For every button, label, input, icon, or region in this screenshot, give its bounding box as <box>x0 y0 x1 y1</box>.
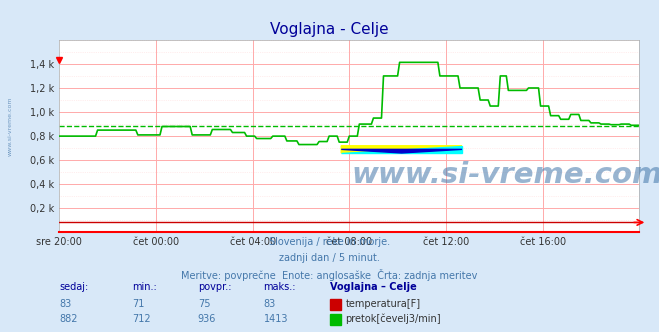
Text: 712: 712 <box>132 314 150 324</box>
Text: Slovenija / reke in morje.: Slovenija / reke in morje. <box>269 237 390 247</box>
Text: min.:: min.: <box>132 282 157 292</box>
Text: zadnji dan / 5 minut.: zadnji dan / 5 minut. <box>279 253 380 263</box>
Text: www.si-vreme.com: www.si-vreme.com <box>351 161 659 189</box>
Text: 936: 936 <box>198 314 216 324</box>
Text: Meritve: povprečne  Enote: anglosaške  Črta: zadnja meritev: Meritve: povprečne Enote: anglosaške Črt… <box>181 269 478 281</box>
Polygon shape <box>341 149 462 153</box>
Text: sedaj:: sedaj: <box>59 282 88 292</box>
Text: Voglajna - Celje: Voglajna - Celje <box>270 22 389 37</box>
Polygon shape <box>341 146 462 153</box>
Text: 75: 75 <box>198 299 210 309</box>
Text: maks.:: maks.: <box>264 282 296 292</box>
Bar <box>330 314 341 325</box>
Polygon shape <box>341 146 462 153</box>
Text: 71: 71 <box>132 299 144 309</box>
Text: temperatura[F]: temperatura[F] <box>345 299 420 309</box>
Text: 882: 882 <box>59 314 78 324</box>
Text: 83: 83 <box>59 299 72 309</box>
Text: 83: 83 <box>264 299 276 309</box>
Text: Voglajna – Celje: Voglajna – Celje <box>330 282 416 292</box>
Text: pretok[čevelj3/min]: pretok[čevelj3/min] <box>345 313 441 324</box>
Text: 1413: 1413 <box>264 314 288 324</box>
Text: povpr.:: povpr.: <box>198 282 231 292</box>
Text: www.si-vreme.com: www.si-vreme.com <box>8 96 13 156</box>
Bar <box>330 299 341 310</box>
